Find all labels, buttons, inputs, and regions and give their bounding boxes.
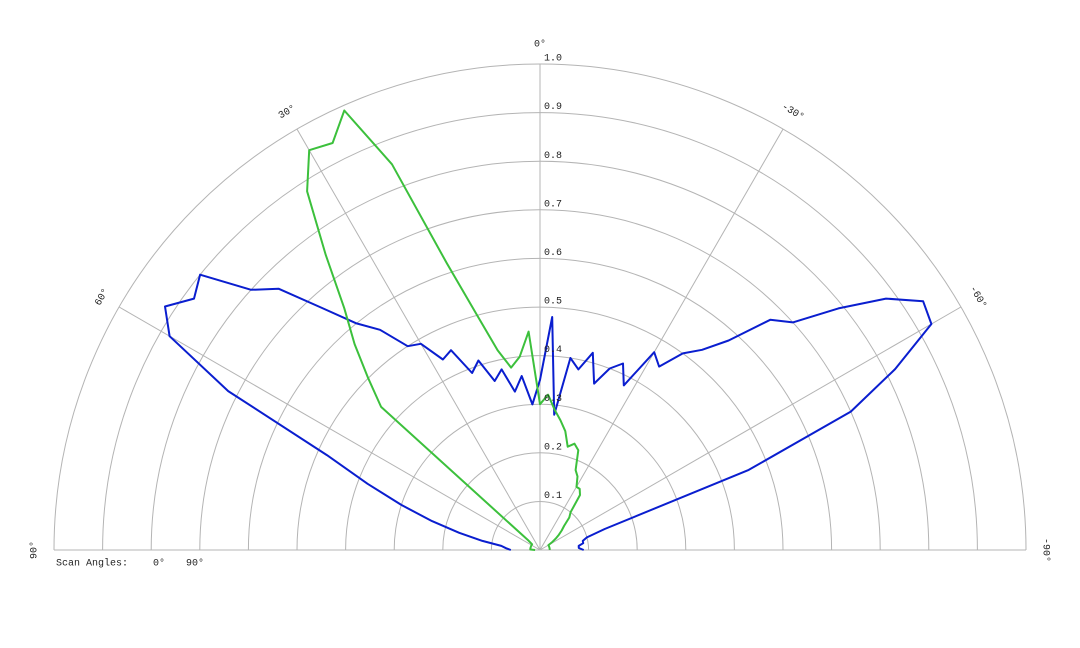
- r-tick-label: 1.0: [544, 54, 562, 65]
- grid-spoke: [296, 128, 541, 551]
- angle-tick-label: 30°: [277, 103, 299, 122]
- grid-spoke: [118, 306, 541, 551]
- angle-tick-label: 90°: [29, 541, 41, 559]
- r-tick-label: 0.7: [544, 199, 562, 210]
- angle-tick-label: 60°: [93, 287, 112, 309]
- series-line: [164, 273, 933, 551]
- r-tick-label: 0.5: [544, 297, 562, 308]
- r-tick-label: 0.4: [544, 345, 562, 356]
- plot-lines: [164, 109, 933, 551]
- grid: [53, 63, 1027, 551]
- grid-spoke: [539, 128, 784, 551]
- legend-entry: 90°: [186, 558, 204, 570]
- grid-spoke: [539, 306, 962, 551]
- angle-tick-label: 0°: [534, 39, 546, 51]
- legend-title: Scan Angles:: [56, 558, 128, 570]
- r-tick-label: 0.8: [544, 151, 562, 162]
- r-tick-label: 0.3: [544, 394, 562, 405]
- r-tick-label: 0.9: [544, 102, 562, 113]
- angle-tick-label: -30°: [779, 101, 806, 123]
- r-tick-label: 0.6: [544, 248, 562, 259]
- angle-tick-label: -60°: [966, 284, 988, 311]
- r-tick-label: 0.1: [544, 491, 562, 502]
- angle-tick-label: -90°: [1039, 538, 1051, 562]
- r-tick-label: 0.2: [544, 442, 562, 453]
- series-line: [306, 109, 581, 551]
- legend-entry: 0°: [153, 558, 165, 570]
